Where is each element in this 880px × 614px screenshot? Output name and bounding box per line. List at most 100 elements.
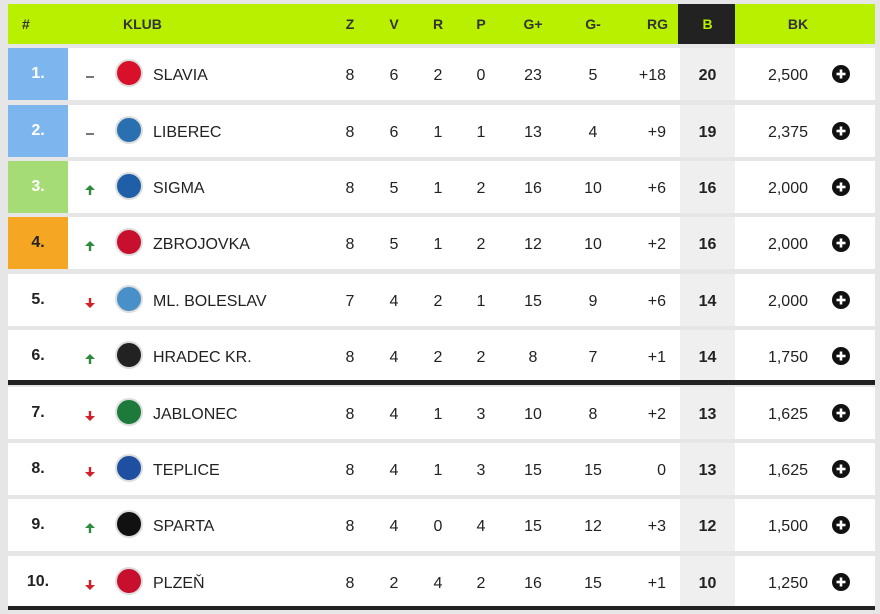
cell: 12 — [584, 518, 602, 535]
club-logo — [115, 59, 143, 87]
cell: 2 — [433, 349, 443, 366]
cell: 19 — [698, 124, 717, 141]
cell: 13 — [524, 124, 542, 141]
expand-button[interactable] — [832, 347, 850, 365]
cell: 2,500 — [767, 67, 808, 84]
cell: 0 — [657, 462, 666, 479]
cell: 15 — [524, 462, 542, 479]
club-name: HRADEC KR. — [153, 349, 252, 366]
cell: 12 — [698, 518, 717, 535]
table-row: 2. LIBEREC 8 6 1 1 13 4 +9 19 2,375 — [8, 105, 875, 157]
expand-button[interactable] — [832, 404, 850, 422]
cell: 0 — [433, 518, 443, 535]
club-logo — [115, 398, 143, 426]
table-row: 6. HRADEC KR. 8 4 2 2 8 7 +1 14 1,750 — [8, 330, 875, 382]
cell: +6 — [647, 180, 666, 197]
cell: +2 — [647, 406, 666, 423]
table-row: 5. ML. BOLESLAV 7 4 2 1 15 9 +6 14 2,000 — [8, 274, 875, 326]
divider — [8, 380, 875, 385]
cell: 2 — [433, 293, 443, 310]
divider — [8, 606, 875, 610]
column-header: Z — [345, 16, 355, 32]
cell: 8 — [345, 124, 355, 141]
trend-arrow — [84, 296, 96, 308]
cell: 4 — [588, 124, 598, 141]
column-header: B — [702, 16, 713, 32]
cell: 1,750 — [767, 349, 808, 366]
club-name: PLZEŇ — [153, 575, 205, 592]
cell: 5 — [588, 67, 598, 84]
points-cell-bg — [680, 443, 735, 495]
points-cell-bg — [680, 556, 735, 608]
club-name: SLAVIA — [153, 67, 208, 84]
expand-button[interactable] — [832, 234, 850, 252]
trend-arrow — [84, 183, 96, 195]
cell: 15 — [584, 462, 602, 479]
cell: 1,500 — [767, 518, 808, 535]
cell: 4 — [389, 293, 399, 310]
rank-cell: 2. — [8, 105, 68, 157]
cell: 6 — [389, 67, 399, 84]
cell: 2 — [476, 236, 486, 253]
cell: 10 — [524, 406, 542, 423]
expand-button[interactable] — [832, 65, 850, 83]
rank-cell: 8. — [8, 443, 68, 495]
table-row: 8. TEPLICE 8 4 1 3 15 15 0 13 1,625 — [8, 443, 875, 495]
trend-arrow — [84, 521, 96, 533]
cell: 15 — [524, 518, 542, 535]
rank-cell: 1. — [8, 48, 68, 100]
rank-cell: 10. — [8, 556, 68, 608]
cell: 2 — [476, 575, 486, 592]
cell: 1 — [476, 124, 486, 141]
rank-cell: 4. — [8, 217, 68, 269]
expand-button[interactable] — [832, 460, 850, 478]
cell: 7 — [588, 349, 598, 366]
cell: +3 — [647, 518, 666, 535]
column-header: G- — [585, 16, 601, 32]
club-logo — [115, 116, 143, 144]
cell: 10 — [698, 575, 717, 592]
cell: 15 — [584, 575, 602, 592]
points-cell-bg — [680, 105, 735, 157]
cell: +1 — [647, 349, 666, 366]
cell: 14 — [698, 293, 717, 310]
points-cell-bg — [680, 217, 735, 269]
expand-button[interactable] — [832, 178, 850, 196]
table-row: 4. ZBROJOVKA 8 5 1 2 12 10 +2 16 2,000 — [8, 217, 875, 269]
cell: 8 — [345, 406, 355, 423]
column-header: P — [476, 16, 486, 32]
cell: +2 — [647, 236, 666, 253]
column-header: KLUB — [123, 16, 162, 32]
cell: +1 — [647, 575, 666, 592]
cell: 14 — [698, 349, 717, 366]
expand-button[interactable] — [832, 516, 850, 534]
expand-button[interactable] — [832, 122, 850, 140]
table-row: 7. JABLONEC 8 4 1 3 10 8 +2 13 1,625 — [8, 387, 875, 439]
expand-button[interactable] — [832, 291, 850, 309]
column-header: R — [432, 16, 444, 32]
points-cell-bg — [680, 274, 735, 326]
rank-cell: 9. — [8, 499, 68, 551]
points-cell-bg — [680, 499, 735, 551]
cell: 15 — [524, 293, 542, 310]
cell: 13 — [698, 406, 717, 423]
cell: 10 — [584, 180, 602, 197]
rank-cell: 7. — [8, 387, 68, 439]
trend-arrow — [84, 465, 96, 477]
cell: 1 — [476, 293, 486, 310]
expand-button[interactable] — [832, 573, 850, 591]
cell: 3 — [476, 462, 486, 479]
cell: 2 — [476, 180, 486, 197]
cell: 8 — [345, 518, 355, 535]
cell: 4 — [389, 462, 399, 479]
cell: 2,000 — [767, 180, 808, 197]
cell: 2,375 — [767, 124, 808, 141]
cell: 9 — [588, 293, 598, 310]
trend-arrow — [84, 127, 96, 139]
cell: 16 — [524, 575, 542, 592]
points-cell-bg — [680, 330, 735, 382]
header-highlight — [678, 4, 735, 44]
club-logo — [115, 567, 143, 595]
cell: 2,000 — [767, 293, 808, 310]
